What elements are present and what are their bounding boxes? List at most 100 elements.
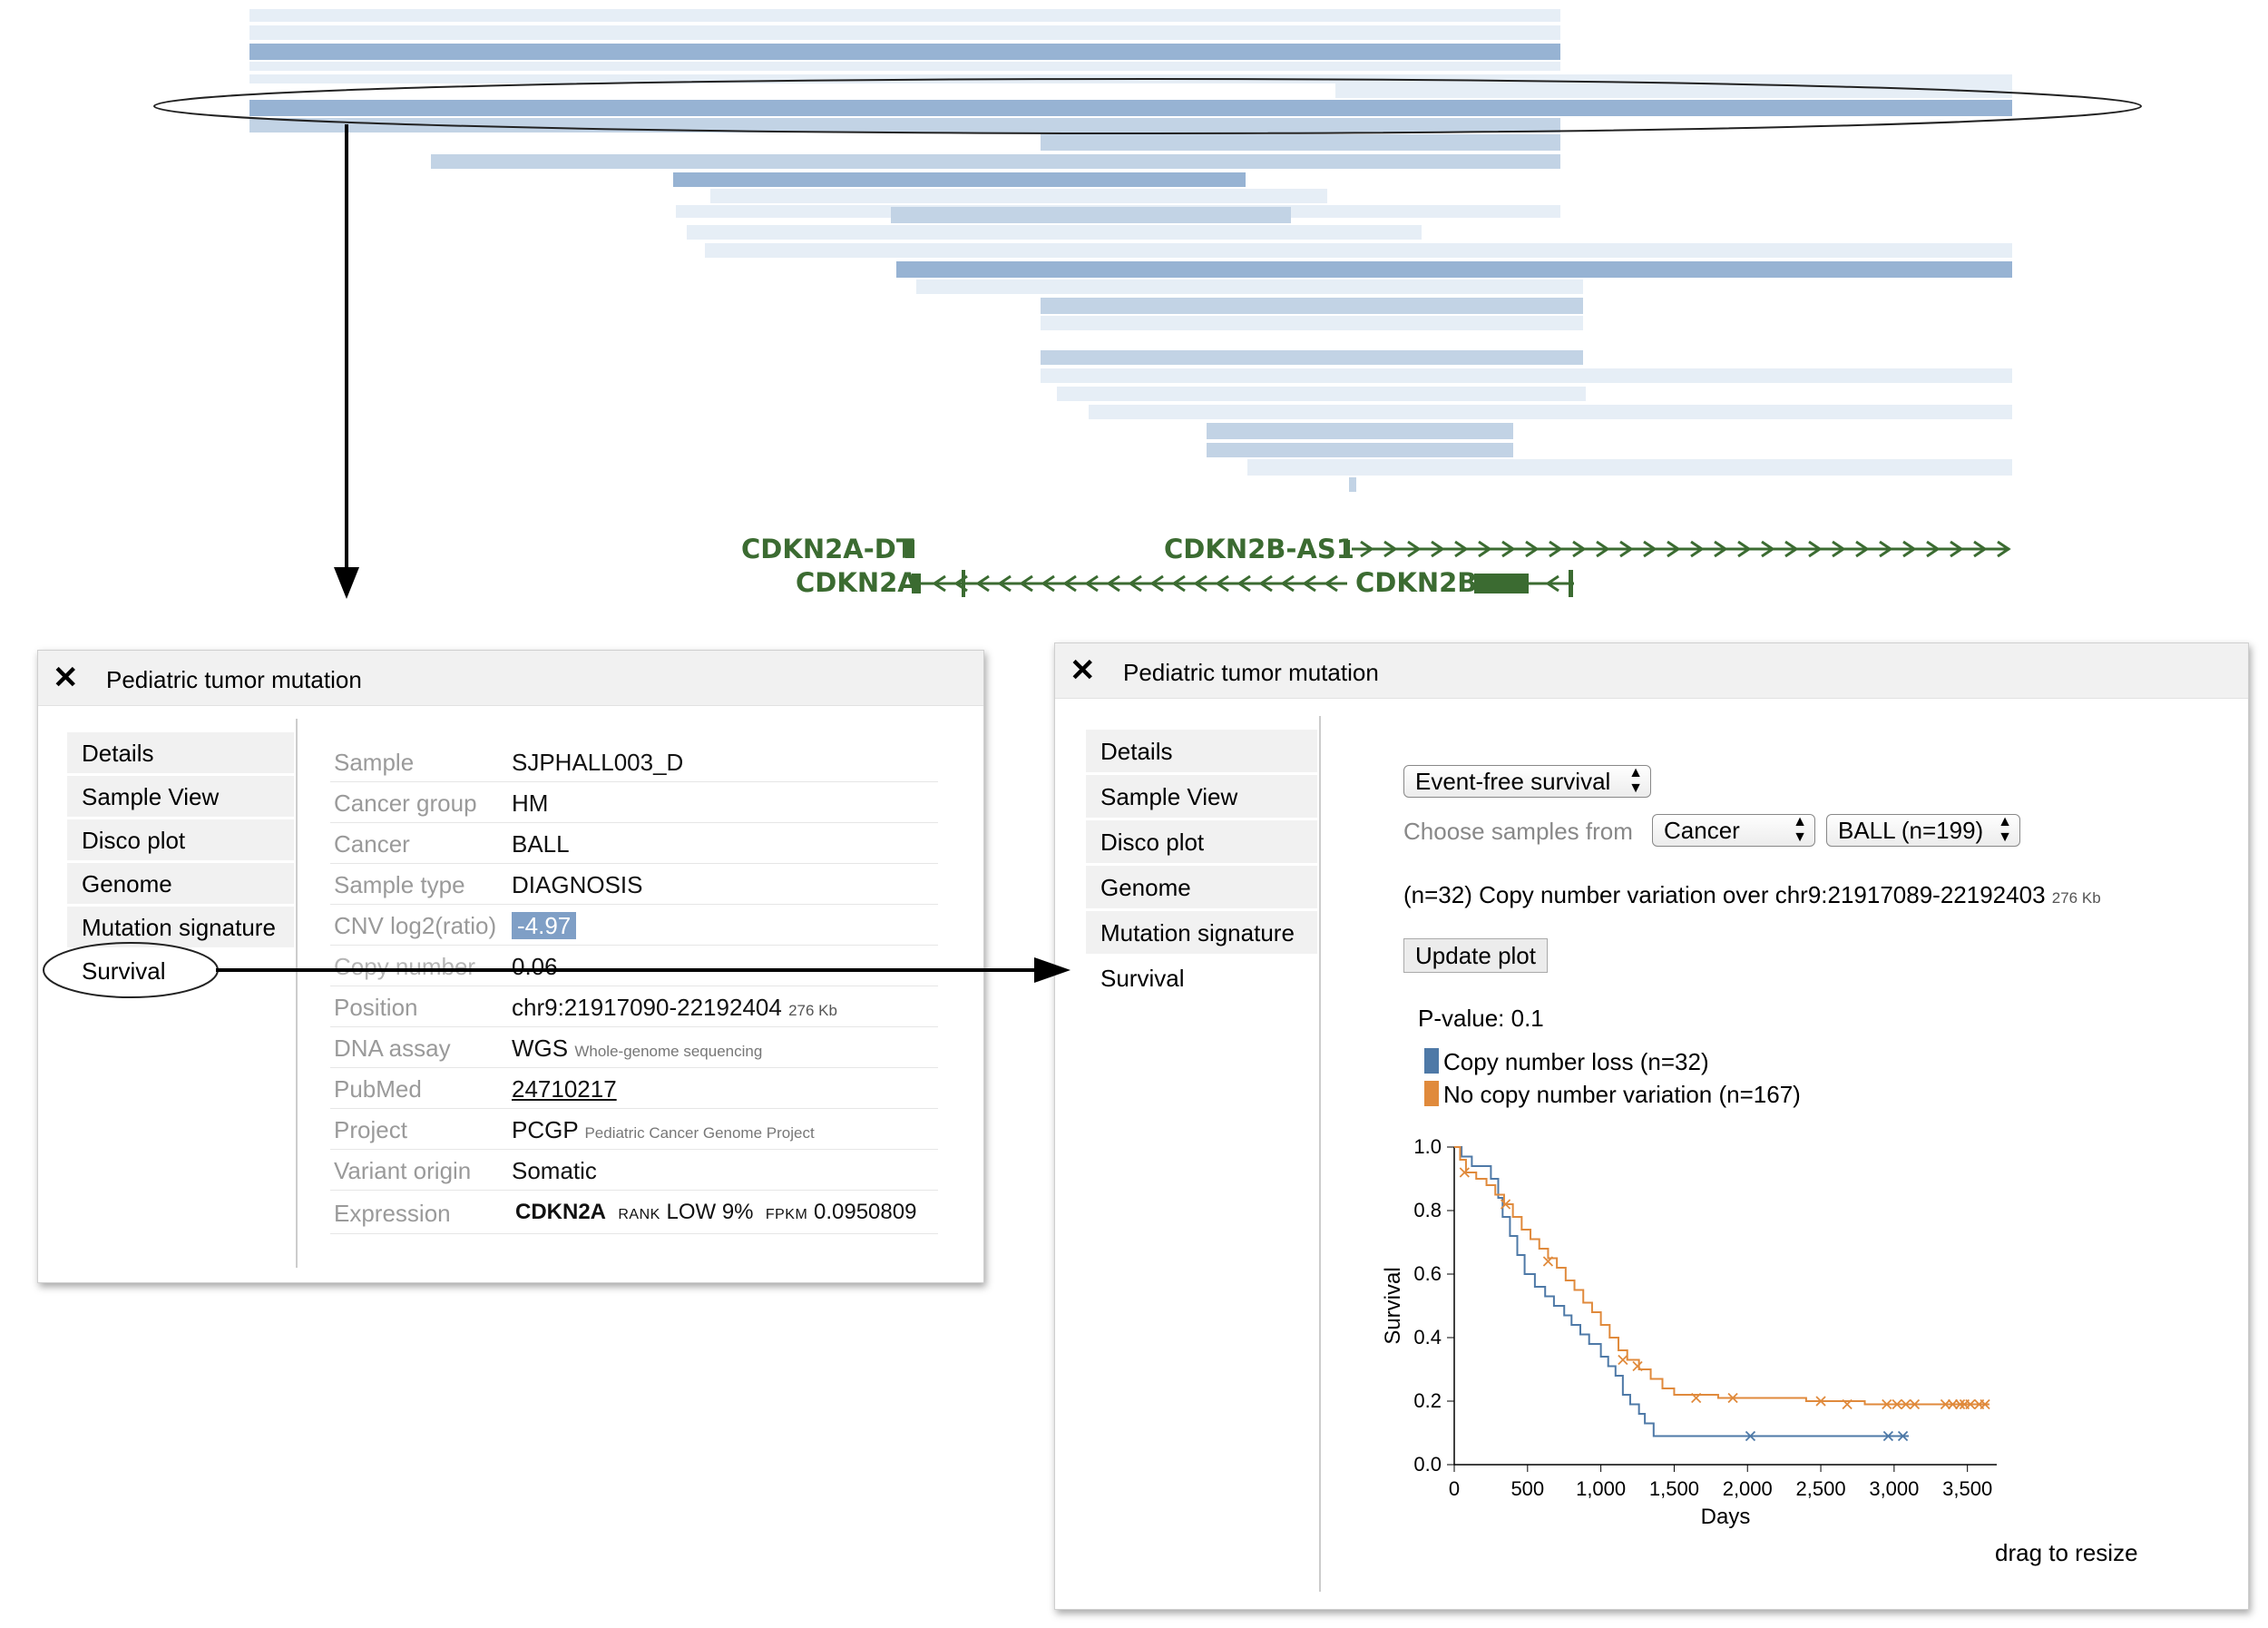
cnv-segment — [710, 189, 1327, 203]
cnv-region-size: 276 Kb — [2051, 889, 2101, 907]
strand-chevron — [1383, 540, 1398, 558]
fpkm-label: FPKM — [765, 1207, 808, 1222]
tab-mutation-signature[interactable]: Mutation signature — [1086, 911, 1317, 955]
strand-chevron — [1215, 574, 1229, 593]
censor-mark — [1459, 1167, 1470, 1178]
tab-sample-view[interactable]: Sample View — [67, 776, 294, 818]
cnv-segment — [249, 44, 1560, 60]
strand-chevron — [1302, 574, 1316, 593]
cnv-segment — [1041, 298, 1583, 314]
tab-details[interactable]: Details — [1086, 730, 1317, 773]
cnv-segment — [1349, 477, 1356, 492]
cnv-segment — [249, 62, 1560, 71]
cnv-segment — [1335, 82, 2012, 98]
strand-chevron — [1360, 540, 1374, 558]
survival-type-select[interactable]: Event-free survival ▲ ▼ — [1403, 765, 1651, 798]
cnv-segment — [249, 9, 1560, 22]
cnv-segment — [1041, 134, 1560, 151]
strand-chevron — [1619, 540, 1634, 558]
row-expression: Expression CDKN2A RANK LOW 9% FPKM 0.095… — [330, 1191, 938, 1234]
legend-label-no-cnv: No copy number variation (n=167) — [1443, 1081, 1801, 1108]
cancer-select[interactable]: Cancer ▲ ▼ — [1652, 814, 1815, 847]
strand-chevron — [1454, 540, 1469, 558]
x-tick-label: 500 — [1510, 1477, 1544, 1500]
panel-header: ✕ Pediatric tumor mutation — [1055, 643, 2248, 699]
y-tick-label: 0.4 — [1413, 1326, 1442, 1348]
tab-disco-plot[interactable]: Disco plot — [1086, 820, 1317, 864]
row-label: Cancer — [334, 830, 410, 858]
close-icon[interactable]: ✕ — [1070, 653, 1096, 688]
censor-mark — [1815, 1396, 1826, 1407]
censor-mark — [1632, 1360, 1643, 1372]
legend-swatch-loss — [1424, 1048, 1439, 1074]
censor-mark — [1980, 1398, 1990, 1410]
row-label: Variant origin — [334, 1157, 472, 1184]
y-tick-label: 0.8 — [1413, 1199, 1442, 1221]
row-value-wrap: chr9:21917090-22192404 276 Kb — [512, 994, 837, 1022]
panel-title: Pediatric tumor mutation — [106, 666, 362, 693]
strand-chevron — [1324, 574, 1338, 593]
update-plot-button[interactable]: Update plot — [1403, 938, 1548, 973]
strand-chevron — [1973, 540, 1988, 558]
tab-sample-view[interactable]: Sample View — [1086, 775, 1317, 819]
ball-select[interactable]: BALL (n=199) ▲ ▼ — [1826, 814, 2020, 847]
pubmed-link[interactable]: 24710217 — [512, 1075, 617, 1103]
left-tooltip-panel: ✕ Pediatric tumor mutation Details Sampl… — [37, 650, 984, 1283]
cnv-segment — [1089, 405, 2012, 419]
censor-mark — [1947, 1398, 1959, 1410]
cnv-region-value: (n=32) Copy number variation over chr9:2… — [1403, 881, 2046, 908]
cnv-segment — [249, 100, 2012, 116]
exon-block — [1569, 570, 1573, 597]
cnv-segment — [687, 225, 1422, 240]
row-cancer-group: Cancer group HM — [330, 782, 938, 823]
tab-genome[interactable]: Genome — [1086, 866, 1317, 909]
exon-block — [912, 574, 921, 593]
panel-header: ✕ Pediatric tumor mutation — [38, 651, 983, 706]
legend-swatch-no-cnv — [1424, 1081, 1439, 1106]
gene-label-cdkn2a-dt: CDKN2A-DT — [741, 534, 914, 564]
cnv-segments — [249, 9, 2012, 492]
exon-block — [1474, 574, 1529, 593]
censor-mark — [1882, 1398, 1892, 1410]
tab-mutation-signature[interactable]: Mutation signature — [67, 907, 294, 948]
censor-mark — [1745, 1430, 1756, 1442]
km-curve-copy-number-loss — [1454, 1146, 1910, 1437]
position-value: chr9:21917090-22192404 — [512, 994, 782, 1021]
cnv-segment — [1057, 387, 1586, 401]
tab-genome[interactable]: Genome — [67, 863, 294, 905]
strand-chevron — [1128, 574, 1142, 593]
dna-assay-note: Whole-genome sequencing — [574, 1043, 763, 1060]
tab-disco-plot[interactable]: Disco plot — [67, 819, 294, 861]
strand-chevron — [1761, 540, 1775, 558]
censor-mark — [1500, 1199, 1511, 1210]
y-tick-label: 0.6 — [1413, 1262, 1442, 1285]
strand-chevron — [1149, 574, 1164, 593]
strand-chevron — [975, 574, 990, 593]
censor-mark — [1892, 1398, 1902, 1410]
choose-samples-label: Choose samples from — [1403, 818, 1633, 845]
censor-mark — [1901, 1398, 1911, 1410]
tab-details[interactable]: Details — [67, 732, 294, 774]
drag-to-resize[interactable]: drag to resize — [1995, 1539, 2138, 1566]
cnv-segment — [1041, 350, 1583, 365]
x-tick-label: 1,000 — [1576, 1477, 1626, 1500]
strand-chevron — [1280, 574, 1295, 593]
row-label: Copy number — [334, 953, 476, 980]
cnv-region-text: (n=32) Copy number variation over chr9:2… — [1403, 881, 2101, 909]
tab-survival[interactable]: Survival — [67, 950, 294, 992]
row-value: DIAGNOSIS — [512, 871, 643, 898]
row-value-wrap: CDKN2A RANK LOW 9% FPKM 0.0950809 — [515, 1200, 916, 1225]
x-tick-label: 2,500 — [1796, 1477, 1846, 1500]
strand-chevron — [1596, 540, 1610, 558]
y-tick-label: 0.0 — [1413, 1453, 1442, 1476]
gene-track: CDKN2A-DT CDKN2B-AS1 CDKN2A CDKN2B — [741, 534, 2011, 598]
cnv-segment — [1207, 443, 1513, 457]
tab-survival[interactable]: Survival — [1086, 956, 1317, 1000]
row-value: Somatic — [512, 1157, 597, 1184]
exon-block — [1344, 540, 1350, 558]
strand-chevron — [1832, 540, 1846, 558]
strand-chevron — [1784, 540, 1799, 558]
cnv-value-badge: -4.97 — [512, 912, 577, 939]
close-icon[interactable]: ✕ — [53, 661, 79, 695]
x-tick-label: 2,000 — [1723, 1477, 1773, 1500]
